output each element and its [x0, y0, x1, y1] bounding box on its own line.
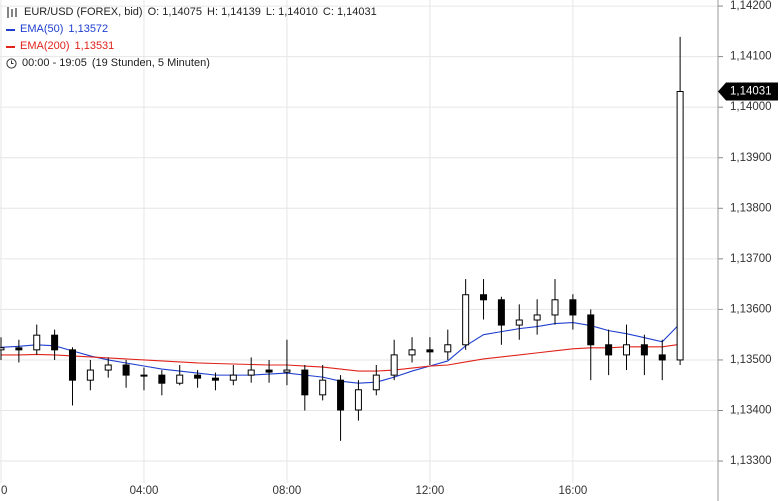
candle-body [426, 349, 434, 353]
y-tick-label: 1,13300 [730, 455, 772, 467]
period-note: (19 Stunden, 5 Minuten) [91, 57, 210, 69]
ema-line [0, 321, 681, 384]
candle-body [372, 374, 380, 391]
y-tick-label: 1,13900 [730, 152, 772, 164]
candle-body [104, 364, 112, 371]
ohlc-item: L: 1,14010 [266, 4, 318, 21]
ohlc: O: 1,14075 H: 1,14139 L: 1,14010 C: 1,14031 [148, 4, 377, 21]
ohlc-item: O: 1,14075 [148, 4, 202, 21]
ohlc-label: H: [207, 6, 219, 18]
candle-body [51, 334, 59, 351]
legend-item: EMA(50) 1,13572 [6, 21, 377, 38]
ohlc-value: 1,14075 [162, 6, 203, 18]
ohlc-value: 1,14010 [278, 6, 318, 18]
candle-body [247, 369, 255, 376]
ema-line [1, 343, 681, 372]
x-tick-label: 04:00 [130, 485, 159, 497]
legend-name: EMA(200) [20, 40, 70, 52]
x-tick-label: 16:00 [558, 485, 587, 497]
candle-body [337, 379, 345, 411]
candle-body [515, 319, 523, 326]
candle-body [283, 369, 291, 373]
clock-icon [6, 58, 17, 69]
ohlc-label: O: [147, 6, 160, 18]
header-row: EUR/USD (FOREX, bid) O: 1,14075 H: 1,1413… [6, 4, 377, 21]
ohlc-label: L: [265, 6, 276, 18]
candle-body [194, 374, 202, 379]
candle-body [587, 314, 595, 346]
candle-body [15, 347, 23, 351]
ohlc-item: C: 1,14031 [323, 4, 377, 21]
x-tick-label: 08:00 [273, 485, 302, 497]
candle-body [533, 314, 541, 321]
candle-body [140, 374, 148, 377]
candle-body [444, 344, 452, 353]
candle-body [158, 374, 166, 384]
legend-value: 1,13531 [74, 40, 115, 52]
candle-body [301, 369, 309, 396]
candle-body [551, 299, 559, 316]
candle-body [569, 299, 577, 316]
candle-body [390, 354, 398, 376]
candle-body [605, 344, 613, 356]
candle-body [658, 354, 666, 361]
legend-swatch [6, 45, 15, 48]
candle-body [265, 369, 273, 373]
ohlc-value: 1,14139 [221, 6, 261, 18]
candle-body [408, 349, 416, 356]
y-tick-label: 1,14100 [730, 51, 772, 63]
candle-body [354, 389, 362, 411]
y-tick-label: 1,14200 [730, 0, 772, 12]
legend-name: EMA(50) [20, 23, 64, 35]
candle-body [33, 334, 41, 351]
candle-body [640, 344, 648, 356]
x-tick-label: 0 [1, 485, 7, 497]
price-tag [718, 82, 778, 101]
y-tick-label: 1,13800 [730, 202, 772, 214]
candle-body [319, 379, 327, 396]
candle-body [497, 299, 505, 326]
ohlc-value: 1,14031 [336, 6, 377, 18]
period-row: 00:00 - 19:05 (19 Stunden, 5 Minuten) [6, 55, 377, 72]
candle-body [676, 91, 684, 361]
ohlc-item: H: 1,14139 [207, 4, 261, 21]
legend: EMA(50) 1,13572 EMA(200) 1,13531 [6, 21, 377, 55]
candle-body [622, 344, 630, 356]
candle-body [122, 364, 130, 376]
candle-body [0, 347, 5, 351]
legend-swatch [6, 28, 15, 31]
x-tick-label: 12:00 [416, 485, 445, 497]
candle-icon [7, 7, 17, 18]
price-tag-label: 1,14031 [730, 86, 772, 98]
candle-body [229, 374, 237, 381]
legend-item: EMA(200) 1,13531 [6, 38, 377, 55]
y-tick-label: 1,13700 [730, 253, 772, 265]
header: EUR/USD (FOREX, bid) O: 1,14075 H: 1,1413… [6, 4, 377, 72]
candle-body [176, 374, 184, 384]
candle-body [86, 369, 94, 381]
y-tick-label: 1,13400 [730, 405, 772, 417]
symbol: EUR/USD (FOREX, bid) [24, 6, 143, 18]
legend-value: 1,13572 [68, 23, 109, 35]
candle-body [462, 294, 470, 346]
candle-body [480, 294, 488, 301]
y-tick-label: 1,13500 [730, 354, 772, 366]
candle-body [211, 377, 219, 381]
candle-body [68, 349, 76, 381]
period: 00:00 - 19:05 [22, 57, 87, 69]
y-tick-label: 1,14000 [730, 101, 772, 113]
ohlc-label: C: [322, 6, 334, 18]
y-tick-label: 1,13600 [730, 303, 772, 315]
